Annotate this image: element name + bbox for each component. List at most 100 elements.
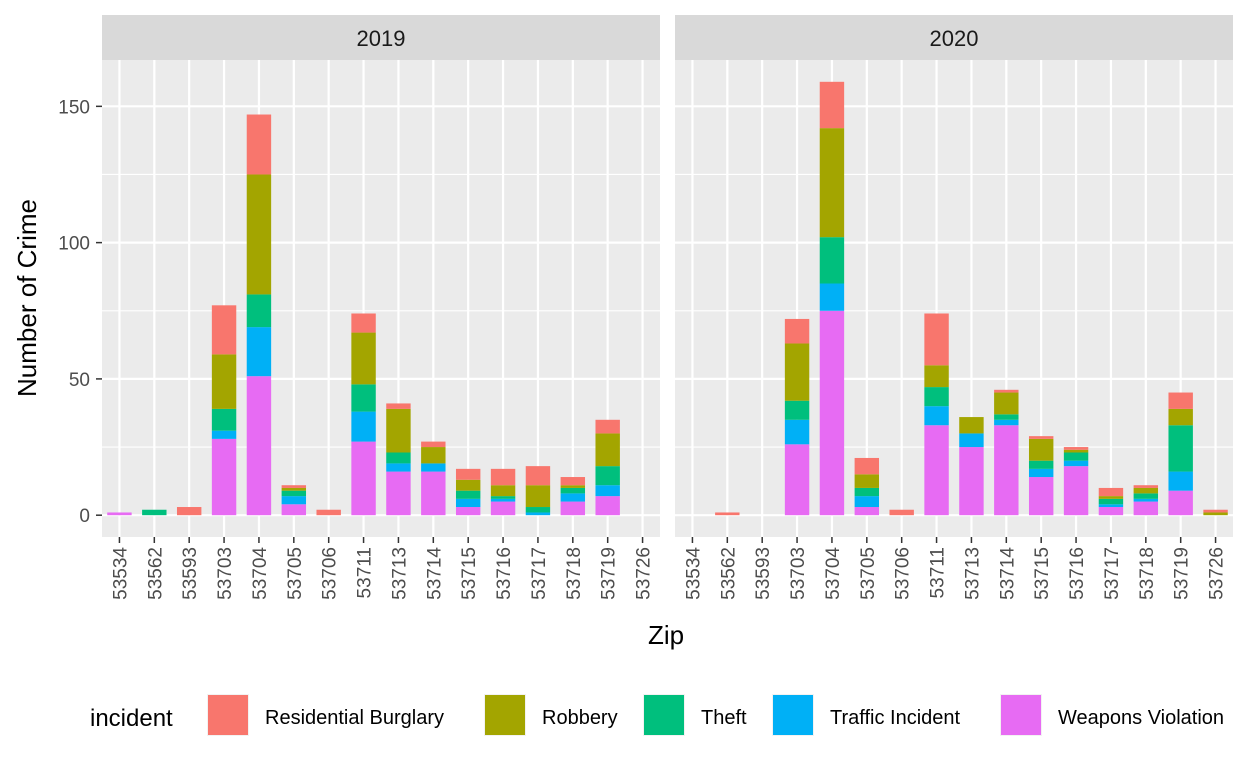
panels: 2019 2020 <box>102 15 1233 537</box>
bar-segment <box>1098 498 1124 505</box>
x-tick-label: 53717 <box>529 547 550 600</box>
bar-segment <box>560 487 586 494</box>
y-tick-label: 150 <box>58 97 90 118</box>
x-tick-label: 53726 <box>634 547 655 600</box>
x-axis-title: Zip <box>648 620 684 650</box>
bar-segment <box>994 414 1019 420</box>
bar-segment <box>784 318 810 344</box>
bar-segment <box>246 294 272 328</box>
bar-segment <box>1168 425 1193 472</box>
bar-segment <box>819 81 845 129</box>
x-tick-label: 53534 <box>110 547 131 600</box>
bar-segment <box>1133 498 1159 502</box>
bar-segment <box>281 487 307 491</box>
bar-segment <box>1133 487 1159 494</box>
x-tick-label: 53705 <box>285 547 306 600</box>
bar-segment <box>560 501 586 516</box>
y-axis-title: Number of Crime <box>12 199 42 397</box>
facet-strip <box>675 15 1233 60</box>
bar-segment <box>560 485 586 488</box>
x-tick-label: 53715 <box>1032 547 1053 600</box>
x-tick-label: 53703 <box>215 547 236 600</box>
bar-segment <box>1063 447 1089 450</box>
bar-segment <box>386 471 411 516</box>
legend-swatch <box>208 695 248 735</box>
bar-segment <box>1168 471 1193 491</box>
bar-segment <box>889 509 914 516</box>
x-tick-label: 53706 <box>893 547 914 600</box>
bar-segment <box>1133 493 1159 499</box>
bar-segment <box>386 452 411 464</box>
panel-2019: 2019 <box>102 15 660 537</box>
y-tick-label: 50 <box>69 370 90 391</box>
bar-segment <box>994 392 1019 415</box>
bar-segment <box>924 387 949 407</box>
bar-segment <box>351 313 376 333</box>
x-tick-label: 53726 <box>1207 547 1228 600</box>
facet-label: 2020 <box>930 26 979 51</box>
legend-swatch <box>485 695 525 735</box>
bar-segment <box>525 466 551 486</box>
x-tick-label: 53716 <box>494 547 515 600</box>
bar-segment <box>107 512 132 516</box>
bar-segment <box>924 425 949 516</box>
bar-segment <box>1133 501 1159 516</box>
x-tick-label: 53719 <box>599 547 620 600</box>
legend-item: Robbery <box>484 694 618 736</box>
bar-segment <box>784 343 810 401</box>
panel-2020: 2020 <box>675 15 1233 537</box>
bar-segment <box>525 485 551 508</box>
x-tick-label: 53718 <box>1137 547 1158 600</box>
x-tick-label: 53717 <box>1102 547 1123 600</box>
bar-segment <box>959 433 984 448</box>
x-axis: 53534 53562 53593 53703 53704 53705 53706 53711… <box>110 537 1228 600</box>
bar-segment <box>1098 487 1124 497</box>
bar-segment <box>1028 438 1054 461</box>
bar-segment <box>490 498 516 502</box>
bar-segment <box>1063 449 1089 453</box>
bar-segment <box>1098 504 1124 508</box>
legend: incident Residential Burglary Robbery Thef… <box>90 694 1224 736</box>
y-tick-label: 0 <box>79 506 90 527</box>
bar-segment <box>854 474 880 488</box>
bar-segment <box>455 490 481 499</box>
bar-segment <box>421 447 446 464</box>
bar-segment <box>455 498 481 508</box>
bar-segment <box>595 466 620 486</box>
bar-segment <box>246 114 272 175</box>
bar-segment <box>525 507 551 513</box>
bar-segment <box>1168 392 1193 409</box>
bar-segment <box>1203 509 1228 513</box>
bar-segment <box>351 441 376 516</box>
bar-segment <box>246 174 272 295</box>
x-tick-label: 53593 <box>180 547 201 600</box>
x-tick-label: 53706 <box>320 547 341 600</box>
bar-segment <box>351 411 376 442</box>
legend-label: Weapons Violation <box>1058 707 1224 729</box>
bar-segment <box>211 430 237 439</box>
bar-segment <box>854 487 880 497</box>
legend-label: Residential Burglary <box>265 707 444 729</box>
bar-segment <box>142 509 167 516</box>
x-tick-label: 53713 <box>389 547 410 600</box>
bar-segment <box>1063 466 1089 516</box>
bar-segment <box>784 400 810 420</box>
bar-segment <box>455 468 481 480</box>
bar-segment <box>1203 512 1228 516</box>
x-tick-label: 53714 <box>424 547 445 600</box>
legend-swatch <box>644 695 684 735</box>
bar-segment <box>316 509 341 516</box>
bar-segment <box>1168 408 1193 426</box>
x-tick-label: 53716 <box>1067 547 1088 600</box>
x-tick-label: 53704 <box>823 547 844 600</box>
bar-segment <box>994 389 1019 393</box>
bar-segment <box>176 507 202 516</box>
bar-segment <box>595 419 620 434</box>
legend-item: Theft <box>643 694 747 736</box>
bar-segment <box>386 463 411 472</box>
legend-label: Traffic Incident <box>830 707 961 729</box>
bar-segment <box>211 354 237 409</box>
bar-segment <box>421 441 446 448</box>
bar-segment <box>854 496 880 508</box>
facet-strip <box>102 15 660 60</box>
